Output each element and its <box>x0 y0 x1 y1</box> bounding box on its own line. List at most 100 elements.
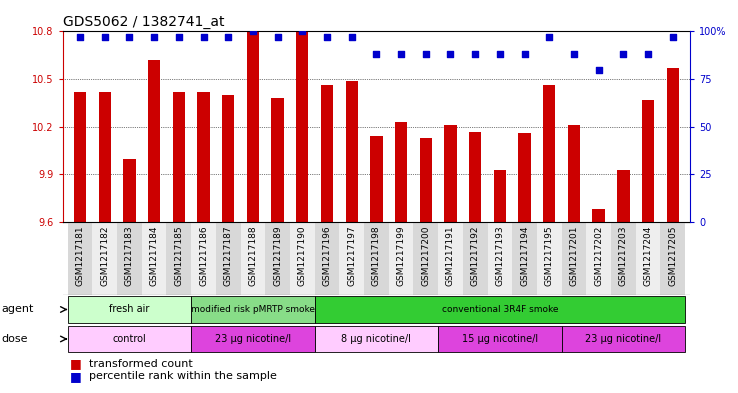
Point <box>173 34 184 40</box>
Point <box>321 34 333 40</box>
FancyBboxPatch shape <box>191 326 314 352</box>
FancyBboxPatch shape <box>438 326 562 352</box>
FancyBboxPatch shape <box>314 222 339 295</box>
Text: dose: dose <box>1 334 28 344</box>
Text: GSM1217189: GSM1217189 <box>273 226 282 286</box>
Bar <box>272 98 284 222</box>
Bar <box>666 68 679 222</box>
FancyBboxPatch shape <box>92 222 117 295</box>
Bar <box>543 85 556 222</box>
Text: 23 µg nicotine/l: 23 µg nicotine/l <box>215 334 291 344</box>
FancyBboxPatch shape <box>314 296 685 323</box>
Point <box>272 34 283 40</box>
Text: GSM1217182: GSM1217182 <box>100 226 109 286</box>
FancyBboxPatch shape <box>438 222 463 295</box>
Text: GSM1217193: GSM1217193 <box>495 226 504 286</box>
Bar <box>197 92 210 222</box>
Text: GSM1217202: GSM1217202 <box>594 226 603 286</box>
Bar <box>222 95 235 222</box>
Point <box>247 28 259 35</box>
Point <box>642 51 654 57</box>
Bar <box>617 170 630 222</box>
Point <box>74 34 86 40</box>
Bar <box>321 85 333 222</box>
Bar <box>642 100 654 222</box>
FancyBboxPatch shape <box>265 222 290 295</box>
Text: fresh air: fresh air <box>109 305 150 314</box>
FancyBboxPatch shape <box>537 222 562 295</box>
Text: GSM1217186: GSM1217186 <box>199 226 208 286</box>
Bar <box>74 92 86 222</box>
FancyBboxPatch shape <box>68 222 92 295</box>
Text: 15 µg nicotine/l: 15 µg nicotine/l <box>462 334 538 344</box>
FancyBboxPatch shape <box>68 326 191 352</box>
Bar <box>518 133 531 222</box>
FancyBboxPatch shape <box>389 222 413 295</box>
Point <box>297 28 308 35</box>
Text: agent: agent <box>1 305 34 314</box>
Bar <box>444 125 457 222</box>
FancyBboxPatch shape <box>339 222 364 295</box>
Point <box>469 51 481 57</box>
Bar <box>494 170 506 222</box>
FancyBboxPatch shape <box>562 222 586 295</box>
Text: GSM1217192: GSM1217192 <box>471 226 480 286</box>
Point <box>568 51 580 57</box>
Text: GSM1217201: GSM1217201 <box>570 226 579 286</box>
Bar <box>99 92 111 222</box>
Point <box>444 51 456 57</box>
Point <box>667 34 679 40</box>
Point <box>420 51 432 57</box>
Text: GSM1217203: GSM1217203 <box>619 226 628 286</box>
Bar <box>370 136 382 222</box>
Text: GSM1217183: GSM1217183 <box>125 226 134 286</box>
Point <box>618 51 630 57</box>
Text: conventional 3R4F smoke: conventional 3R4F smoke <box>441 305 558 314</box>
FancyBboxPatch shape <box>661 222 685 295</box>
Text: ■: ■ <box>70 370 82 383</box>
Bar <box>420 138 432 222</box>
Text: GSM1217188: GSM1217188 <box>249 226 258 286</box>
Text: 8 µg nicotine/l: 8 µg nicotine/l <box>342 334 411 344</box>
Text: GSM1217190: GSM1217190 <box>298 226 307 286</box>
Bar <box>395 122 407 222</box>
Point <box>346 34 358 40</box>
Text: GSM1217195: GSM1217195 <box>545 226 554 286</box>
FancyBboxPatch shape <box>191 296 314 323</box>
Text: GSM1217194: GSM1217194 <box>520 226 529 286</box>
Text: transformed count: transformed count <box>89 358 193 369</box>
Bar <box>568 125 580 222</box>
Text: GSM1217205: GSM1217205 <box>668 226 677 286</box>
Point <box>222 34 234 40</box>
Text: GSM1217200: GSM1217200 <box>421 226 430 286</box>
Point <box>370 51 382 57</box>
Text: ■: ■ <box>70 357 82 370</box>
Text: GSM1217197: GSM1217197 <box>347 226 356 286</box>
Text: GSM1217184: GSM1217184 <box>150 226 159 286</box>
Point <box>593 66 604 73</box>
Text: modified risk pMRTP smoke: modified risk pMRTP smoke <box>191 305 315 314</box>
Text: GSM1217181: GSM1217181 <box>75 226 85 286</box>
Bar <box>148 60 160 222</box>
FancyBboxPatch shape <box>142 222 167 295</box>
FancyBboxPatch shape <box>611 222 635 295</box>
Text: control: control <box>112 334 146 344</box>
Point <box>543 34 555 40</box>
FancyBboxPatch shape <box>241 222 265 295</box>
FancyBboxPatch shape <box>413 222 438 295</box>
Text: percentile rank within the sample: percentile rank within the sample <box>89 371 277 382</box>
FancyBboxPatch shape <box>562 326 685 352</box>
Point <box>519 51 531 57</box>
FancyBboxPatch shape <box>488 222 512 295</box>
Text: GSM1217196: GSM1217196 <box>323 226 331 286</box>
Bar <box>246 31 259 222</box>
FancyBboxPatch shape <box>314 326 438 352</box>
Text: GSM1217199: GSM1217199 <box>396 226 406 286</box>
Point <box>494 51 506 57</box>
Text: GSM1217198: GSM1217198 <box>372 226 381 286</box>
Text: GSM1217204: GSM1217204 <box>644 226 652 286</box>
Bar <box>123 158 136 222</box>
Point <box>198 34 210 40</box>
Bar <box>173 92 185 222</box>
FancyBboxPatch shape <box>512 222 537 295</box>
